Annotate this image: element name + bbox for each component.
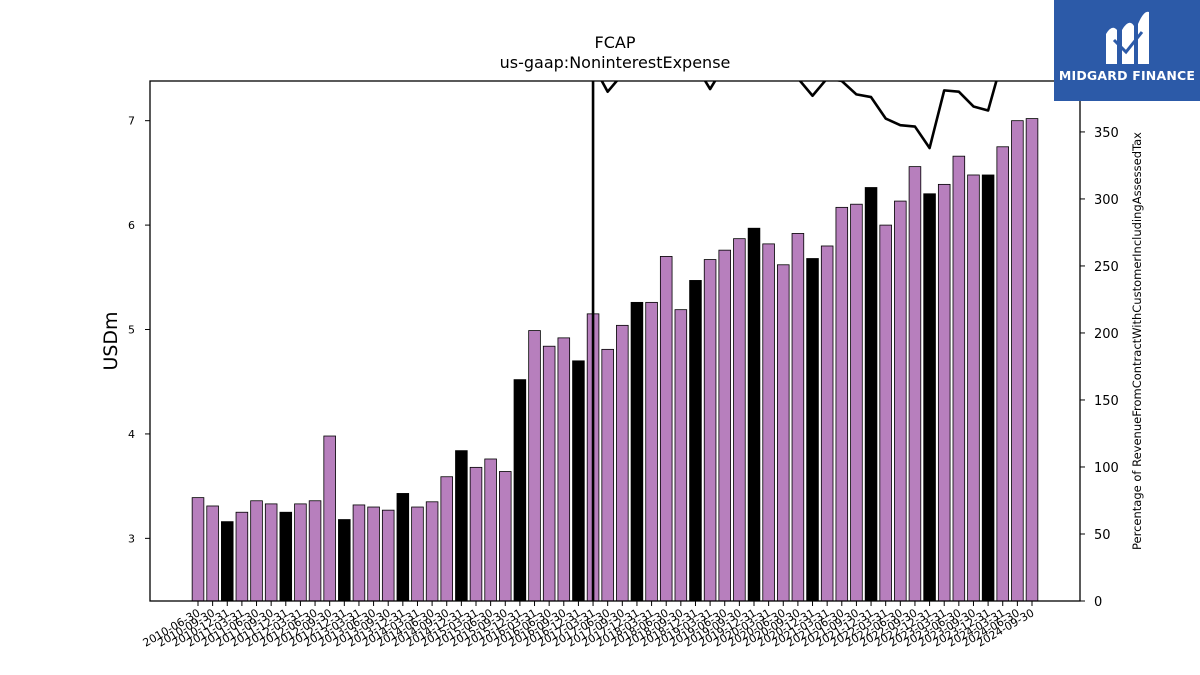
bar — [937, 183, 951, 602]
bar — [338, 519, 351, 602]
bars-group — [191, 118, 1039, 602]
line-group — [591, 81, 998, 601]
bar — [996, 146, 1009, 602]
bar — [777, 264, 790, 602]
bar — [689, 280, 702, 602]
y-tick-label: 7 — [128, 115, 135, 128]
bar — [908, 166, 922, 602]
bar — [191, 497, 205, 602]
bar — [864, 187, 878, 602]
plot-frame — [149, 80, 1081, 602]
x-axis: 2010-06-302010-09-302010-12-312011-03-31… — [141, 601, 1037, 650]
bar — [542, 345, 556, 602]
bar — [528, 330, 541, 602]
bar — [264, 503, 278, 602]
bar — [484, 458, 497, 602]
bar — [572, 360, 585, 602]
y-tick-label: 5 — [128, 324, 135, 337]
bar — [367, 506, 380, 602]
y-axis-label: USDm — [100, 311, 122, 370]
midgard-m-icon — [1106, 11, 1149, 64]
bar — [469, 466, 483, 602]
y2-axis-label: Percentage of RevenueFromContractWithCus… — [1130, 132, 1144, 550]
bar — [806, 258, 819, 602]
bar — [440, 476, 453, 602]
bar — [659, 256, 673, 602]
bar — [674, 309, 688, 602]
y2-tick-label: 100 — [1094, 461, 1119, 476]
y2-tick-label: 200 — [1094, 327, 1119, 342]
bar — [381, 509, 395, 602]
bar — [206, 505, 219, 602]
brand-logo: MIDGARD FINANCE — [1054, 0, 1200, 101]
bar — [601, 348, 614, 602]
bar — [557, 337, 571, 602]
bar — [835, 206, 849, 602]
bar — [952, 155, 966, 602]
bar — [616, 324, 629, 602]
bar — [1025, 118, 1039, 602]
bar — [850, 203, 863, 602]
bar — [250, 500, 263, 602]
bar — [455, 450, 468, 602]
bar — [703, 259, 717, 602]
bar — [762, 243, 775, 602]
bar — [513, 379, 527, 602]
bar — [747, 227, 761, 602]
bar — [967, 174, 980, 602]
bar — [645, 301, 658, 602]
y-tick-label: 3 — [128, 532, 135, 545]
brand-name: MIDGARD FINANCE — [1058, 68, 1196, 83]
y2-tick-label: 250 — [1094, 260, 1119, 275]
chart-subtitle: us-gaap:NoninterestExpense — [500, 53, 731, 72]
bar — [894, 200, 907, 602]
y-tick-label: 4 — [128, 428, 135, 441]
y2-tick-label: 150 — [1094, 394, 1119, 409]
bar — [981, 174, 995, 602]
bar — [294, 503, 307, 602]
bar — [235, 511, 249, 602]
bar — [791, 233, 805, 602]
bar — [323, 435, 336, 602]
bar — [923, 193, 936, 602]
bar — [411, 506, 424, 602]
bar — [630, 301, 644, 602]
y2-axis: 0 50 100 150 200 250 300 350 — [1080, 126, 1119, 610]
bar — [733, 238, 746, 602]
bar — [279, 511, 293, 602]
y2-tick-label: 300 — [1094, 193, 1119, 208]
bar — [1011, 120, 1024, 602]
bar — [820, 245, 834, 602]
y2-tick-label: 0 — [1094, 595, 1102, 610]
bar — [425, 501, 439, 602]
bar — [499, 471, 512, 602]
bar — [221, 521, 234, 602]
bar — [308, 500, 322, 602]
y2-tick-label: 50 — [1094, 528, 1111, 543]
bar — [879, 224, 892, 602]
y-tick-label: 6 — [128, 219, 135, 232]
series-line — [591, 81, 998, 601]
bar — [718, 249, 731, 602]
chart-title: FCAP — [595, 33, 636, 52]
bar — [396, 493, 410, 602]
bar — [352, 504, 366, 602]
y2-tick-label: 350 — [1094, 126, 1119, 141]
y-axis: 3 4 5 6 7 — [128, 115, 150, 545]
